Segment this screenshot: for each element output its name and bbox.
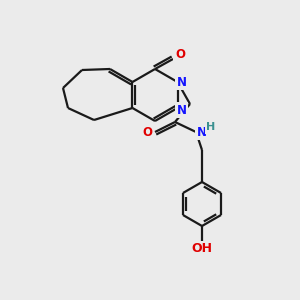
Text: N: N (197, 125, 207, 139)
Text: H: H (206, 122, 216, 132)
Text: N: N (176, 103, 187, 116)
Text: O: O (175, 49, 185, 62)
Text: OH: OH (191, 242, 212, 256)
Text: O: O (142, 127, 152, 140)
Text: N: N (176, 76, 187, 88)
